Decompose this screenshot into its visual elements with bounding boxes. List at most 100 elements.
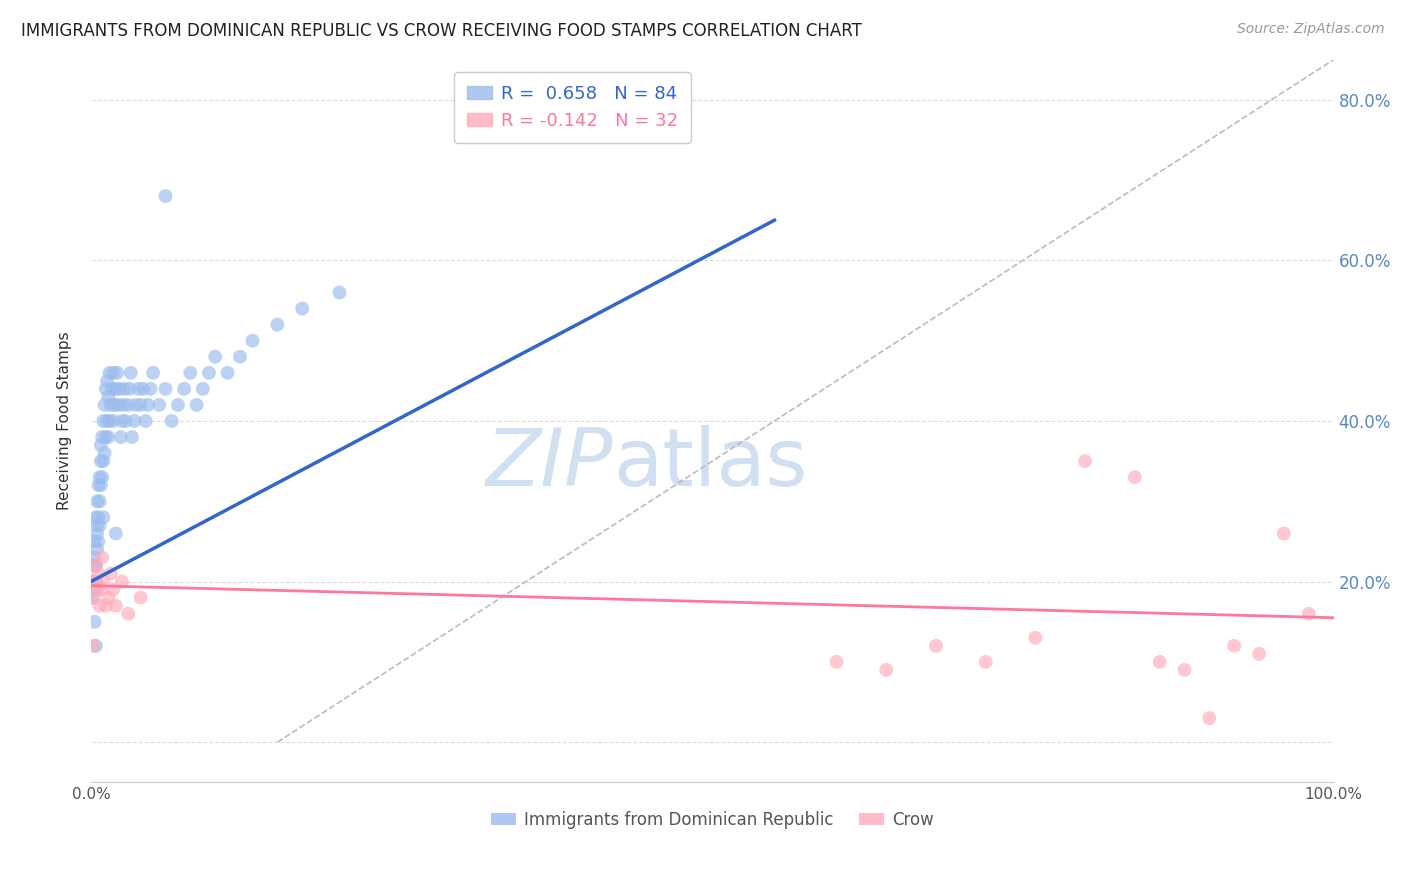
Point [83, 534, 105, 549]
Point [87, 510, 110, 524]
Point [198, 366, 221, 380]
Point [100, 398, 122, 412]
Point [160, 414, 183, 428]
Point [186, 398, 208, 412]
Point [87, 478, 110, 492]
Point [93, 446, 115, 460]
Point [117, 607, 139, 621]
Point [114, 382, 136, 396]
Point [89, 494, 111, 508]
Point [825, 655, 848, 669]
Point [93, 454, 115, 468]
Point [167, 398, 190, 412]
Point [84, 639, 107, 653]
Point [91, 470, 114, 484]
Point [86, 582, 108, 597]
Point [90, 582, 112, 597]
Point [132, 382, 155, 396]
Legend: Immigrants from Dominican Republic, Crow: Immigrants from Dominican Republic, Crow [484, 804, 941, 836]
Point [124, 398, 146, 412]
Point [97, 591, 120, 605]
Point [155, 382, 177, 396]
Point [229, 350, 252, 364]
Y-axis label: Receiving Food Stamps: Receiving Food Stamps [58, 332, 72, 510]
Point [120, 366, 142, 380]
Point [1024, 631, 1046, 645]
Point [328, 285, 350, 300]
Point [103, 398, 125, 412]
Point [266, 318, 288, 332]
Point [84, 558, 107, 573]
Point [87, 566, 110, 581]
Point [103, 582, 125, 597]
Point [90, 454, 112, 468]
Point [204, 350, 226, 364]
Point [105, 366, 128, 380]
Point [82, 591, 104, 605]
Text: atlas: atlas [613, 425, 807, 503]
Point [121, 430, 143, 444]
Point [94, 599, 117, 613]
Point [93, 398, 115, 412]
Point [111, 574, 134, 589]
Point [93, 414, 115, 428]
Point [89, 518, 111, 533]
Point [117, 398, 139, 412]
Point [86, 518, 108, 533]
Point [96, 414, 118, 428]
Point [1249, 647, 1271, 661]
Point [111, 414, 134, 428]
Point [103, 366, 125, 380]
Point [974, 655, 997, 669]
Point [148, 398, 170, 412]
Point [101, 382, 124, 396]
Point [129, 398, 152, 412]
Point [104, 382, 127, 396]
Point [96, 374, 118, 388]
Point [1173, 663, 1195, 677]
Point [93, 510, 115, 524]
Point [82, 591, 104, 605]
Point [1298, 607, 1320, 621]
Point [135, 414, 157, 428]
Point [1074, 454, 1097, 468]
Point [1123, 470, 1146, 484]
Point [1223, 639, 1246, 653]
Point [91, 430, 114, 444]
Point [83, 550, 105, 565]
Point [124, 414, 146, 428]
Point [86, 494, 108, 508]
Point [118, 382, 141, 396]
Point [1149, 655, 1171, 669]
Point [82, 639, 104, 653]
Point [136, 398, 159, 412]
Point [1198, 711, 1220, 725]
Point [875, 663, 897, 677]
Point [83, 582, 105, 597]
Point [84, 510, 107, 524]
Point [90, 478, 112, 492]
Point [925, 639, 948, 653]
Point [91, 550, 114, 565]
Point [191, 382, 214, 396]
Point [179, 366, 201, 380]
Point [112, 398, 135, 412]
Point [84, 574, 107, 589]
Point [93, 574, 115, 589]
Point [104, 526, 127, 541]
Point [86, 542, 108, 557]
Point [104, 599, 127, 613]
Point [291, 301, 314, 316]
Point [97, 390, 120, 404]
Text: Source: ZipAtlas.com: Source: ZipAtlas.com [1237, 22, 1385, 37]
Point [127, 382, 149, 396]
Point [114, 414, 136, 428]
Point [142, 366, 165, 380]
Point [242, 334, 264, 348]
Point [84, 558, 107, 573]
Text: IMMIGRANTS FROM DOMINICAN REPUBLIC VS CROW RECEIVING FOOD STAMPS CORRELATION CHA: IMMIGRANTS FROM DOMINICAN REPUBLIC VS CR… [21, 22, 862, 40]
Point [94, 430, 117, 444]
Point [90, 438, 112, 452]
Point [86, 526, 108, 541]
Text: ZIP: ZIP [485, 425, 613, 503]
